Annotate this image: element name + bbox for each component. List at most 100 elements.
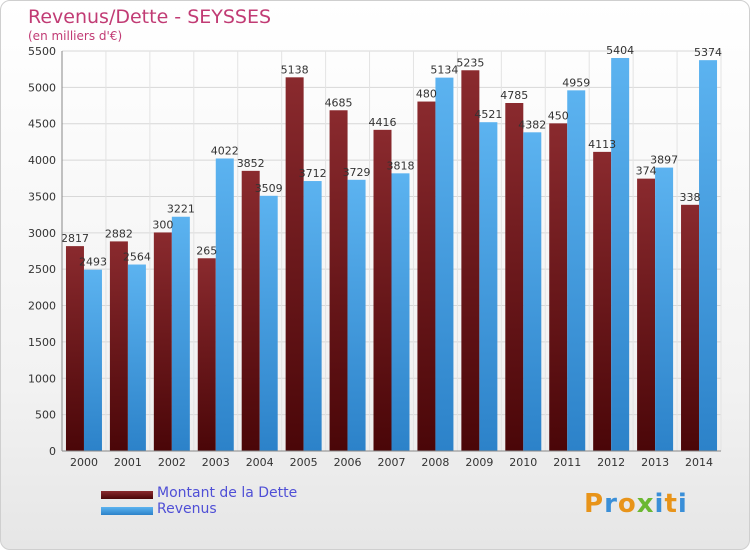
data-label-debt: 4785 (500, 89, 528, 102)
chart-subtitle: (en milliers d'€) (28, 29, 123, 43)
x-tick-label: 2013 (641, 456, 669, 469)
bar-revenue-2007 (391, 173, 410, 451)
data-label-debt: 480 (416, 88, 437, 101)
y-tick-label: 5000 (28, 81, 56, 94)
y-tick-label: 5500 (28, 45, 56, 58)
bar-revenue-2005 (303, 181, 322, 451)
data-label-revenue: 3897 (650, 154, 678, 167)
bar-revenue-2011 (567, 90, 586, 451)
data-label-revenue: 3729 (343, 166, 371, 179)
data-label-revenue: 2564 (123, 251, 151, 264)
x-tick-label: 2000 (70, 456, 98, 469)
bar-debt-2001 (109, 241, 128, 451)
x-tick-label: 2009 (465, 456, 493, 469)
data-label-revenue: 4382 (518, 118, 546, 131)
bar-revenue-2006 (347, 179, 366, 452)
x-tick-label: 2008 (421, 456, 449, 469)
data-label-revenue: 4022 (211, 144, 239, 157)
x-tick-label: 2002 (158, 456, 186, 469)
y-tick-label: 3000 (28, 227, 56, 240)
bar-revenue-2003 (215, 158, 234, 451)
x-tick-label: 2012 (597, 456, 625, 469)
data-label-debt: 374 (636, 165, 657, 178)
data-label-debt: 450 (548, 109, 569, 122)
x-tick-label: 2005 (290, 456, 318, 469)
bar-debt-2007 (373, 129, 392, 451)
brand-letter: P (584, 489, 605, 519)
x-tick-label: 2011 (553, 456, 581, 469)
data-label-revenue: 2493 (79, 256, 107, 269)
legend-swatch-revenue (101, 507, 153, 515)
x-tick-label: 2007 (378, 456, 406, 469)
bar-revenue-2009 (479, 122, 498, 451)
data-label-revenue: 5374 (694, 46, 722, 59)
legend-label-revenue: Revenus (157, 501, 217, 517)
chart-title: Revenus/Dette - SEYSSES (28, 6, 272, 28)
y-tick-label: 0 (49, 445, 56, 458)
data-label-debt: 4416 (369, 116, 397, 129)
data-label-revenue: 3509 (255, 182, 283, 195)
bar-revenue-2008 (435, 77, 454, 452)
bar-debt-2002 (153, 232, 172, 451)
data-label-debt: 2817 (61, 232, 89, 245)
bar-debt-2005 (285, 77, 304, 451)
data-label-revenue: 3221 (167, 203, 195, 216)
x-tick-label: 2014 (685, 456, 713, 469)
bar-debt-2010 (505, 103, 524, 451)
bar-debt-2003 (197, 258, 216, 451)
bar-revenue-2002 (171, 216, 190, 451)
bar-revenue-2012 (611, 57, 630, 452)
data-label-revenue: 3818 (387, 159, 415, 172)
bar-revenue-2000 (83, 269, 102, 451)
y-tick-label: 1500 (28, 336, 56, 349)
bar-debt-2013 (637, 178, 656, 452)
data-label-debt: 265 (196, 244, 217, 257)
data-label-debt: 338 (680, 191, 701, 204)
bar-debt-2011 (549, 123, 568, 451)
x-tick-label: 2001 (114, 456, 142, 469)
brand-letter: o (617, 489, 637, 519)
bar-debt-2014 (681, 204, 700, 451)
bar-revenue-2010 (523, 132, 542, 452)
legend-swatch-debt (101, 491, 153, 499)
data-label-revenue: 5134 (430, 64, 458, 77)
y-tick-label: 3500 (28, 190, 56, 203)
x-tick-label: 2003 (202, 456, 230, 469)
x-tick-label: 2004 (246, 456, 274, 469)
data-label-debt: 4113 (588, 138, 616, 151)
bar-revenue-2004 (259, 195, 278, 451)
y-tick-label: 500 (35, 409, 56, 422)
bar-revenue-2001 (127, 264, 146, 451)
brand-letter: r (604, 489, 618, 519)
bar-debt-2012 (593, 151, 612, 451)
data-label-debt: 5235 (456, 56, 484, 69)
y-tick-label: 4500 (28, 118, 56, 131)
bar-debt-2006 (329, 110, 348, 451)
bar-revenue-2014 (699, 60, 718, 451)
bar-debt-2008 (417, 101, 436, 451)
data-label-debt: 4685 (325, 96, 353, 109)
brand-logo: Proxiti (584, 489, 688, 519)
bar-debt-2009 (461, 70, 480, 451)
brand-letter: i (654, 489, 665, 519)
bar-debt-2000 (65, 246, 84, 451)
y-tick-label: 4000 (28, 154, 56, 167)
data-label-revenue: 3712 (299, 167, 327, 180)
brand-letter: x (636, 489, 655, 519)
data-label-debt: 2882 (105, 227, 133, 240)
data-label-revenue: 4959 (562, 76, 590, 89)
x-tick-label: 2010 (509, 456, 537, 469)
legend-label-debt: Montant de la Dette (157, 485, 298, 501)
brand-letter: i (677, 489, 688, 519)
data-label-revenue: 4521 (474, 108, 502, 121)
brand-letter: t (664, 489, 678, 519)
data-label-revenue: 5404 (606, 44, 634, 57)
bar-debt-2004 (241, 170, 260, 451)
bar-revenue-2013 (655, 167, 674, 451)
data-label-debt: 300 (152, 218, 173, 231)
x-tick-label: 2006 (334, 456, 362, 469)
y-tick-label: 2000 (28, 300, 56, 313)
y-tick-label: 2500 (28, 263, 56, 276)
